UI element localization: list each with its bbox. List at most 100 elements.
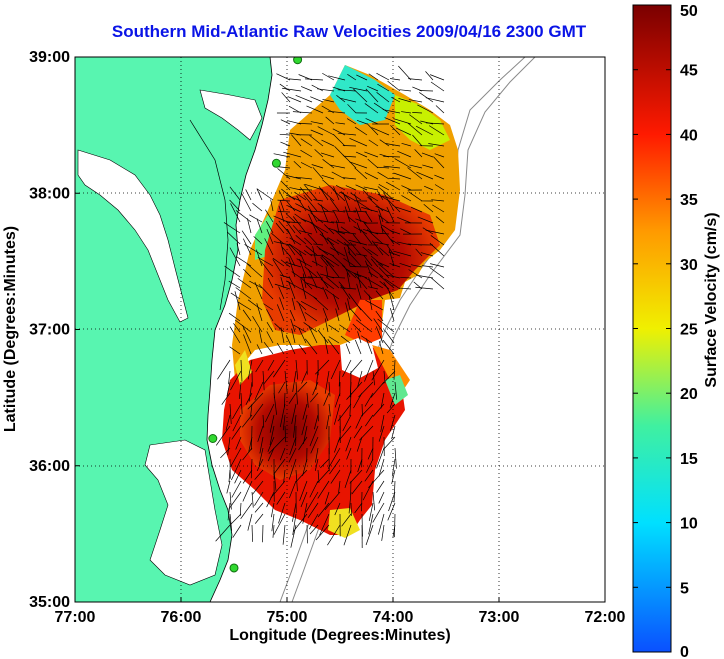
y-tick-label: 38:00 xyxy=(29,185,70,202)
velocity-arrow xyxy=(343,241,357,257)
velocity-arrow xyxy=(368,294,373,311)
velocity-arrow xyxy=(338,480,341,493)
velocity-arrow xyxy=(337,425,352,442)
velocity-arrow xyxy=(399,89,412,92)
velocity-arrow xyxy=(227,502,231,521)
velocity-arrow xyxy=(400,277,412,279)
longitude-tick-labels: 77:00 76:00 75:00 74:00 73:00 72:00 xyxy=(55,597,626,626)
velocity-arrow xyxy=(278,220,291,235)
velocity-arrow xyxy=(378,215,390,224)
velocity-arrow xyxy=(388,491,396,512)
velocity-arrow xyxy=(322,308,329,322)
velocity-arrow xyxy=(317,329,329,344)
colorbar-tick-label: 40 xyxy=(680,127,698,144)
velocity-arrow xyxy=(401,111,412,114)
velocity-arrow xyxy=(368,139,379,147)
velocity-arrow xyxy=(266,331,274,344)
velocity-arrow xyxy=(320,458,330,469)
velocity-arrow xyxy=(430,277,445,290)
velocity-arrow xyxy=(300,301,318,311)
velocity-arrow xyxy=(345,302,351,322)
velocity-arrow xyxy=(245,189,252,201)
velocity-arrow xyxy=(384,329,395,344)
velocity-arrow xyxy=(324,336,329,355)
velocity-arrow xyxy=(334,502,341,516)
velocity-arrow xyxy=(241,192,252,212)
velocity-arrow xyxy=(240,392,243,415)
velocity-arrow xyxy=(332,294,340,311)
velocity-arrow xyxy=(288,243,307,256)
velocity-arrow xyxy=(330,359,341,380)
velocity-arrow xyxy=(355,414,363,429)
y-tick-label: 35:00 xyxy=(29,594,70,611)
velocity-arrow xyxy=(277,211,291,213)
velocity-arrow xyxy=(309,425,319,447)
velocity-arrow xyxy=(251,491,254,508)
velocity-arrow xyxy=(274,283,291,290)
velocity-arrow xyxy=(299,187,313,202)
velocity-arrow xyxy=(320,204,329,223)
velocity-arrow xyxy=(333,210,340,223)
velocity-arrow xyxy=(281,246,291,257)
velocity-arrow xyxy=(265,209,274,223)
velocity-arrow xyxy=(273,513,286,535)
velocity-arrow xyxy=(254,502,264,513)
velocity-arrow xyxy=(313,243,324,246)
velocity-arrow xyxy=(408,269,423,279)
velocity-field xyxy=(222,65,460,538)
velocity-arrow xyxy=(389,392,396,408)
colorbar-title: Surface Velocity (cm/s) xyxy=(703,212,720,387)
velocity-arrow xyxy=(263,341,274,355)
velocity-arrow xyxy=(383,192,395,212)
velocity-arrow xyxy=(247,513,253,531)
velocity-arrow xyxy=(273,153,291,158)
velocity-arrow xyxy=(270,199,274,212)
velocity-arrow xyxy=(365,260,373,278)
velocity-arrow xyxy=(327,338,340,355)
velocity-arrow xyxy=(433,156,445,169)
velocity-arrow xyxy=(367,158,379,169)
velocity-arrow xyxy=(348,491,352,514)
velocity-arrow xyxy=(285,194,302,202)
velocity-arrow xyxy=(295,235,307,245)
velocity-arrow xyxy=(349,266,368,268)
velocity-arrow xyxy=(269,414,275,433)
velocity-arrow xyxy=(334,436,341,453)
velocity-arrow xyxy=(288,392,297,404)
velocity-arrow xyxy=(262,414,265,428)
velocity-arrow xyxy=(335,122,346,125)
x-tick-label: 74:00 xyxy=(373,609,414,626)
velocity-arrow xyxy=(375,310,384,322)
velocity-arrow xyxy=(363,186,379,191)
velocity-arrow xyxy=(227,436,231,456)
velocity-arrow xyxy=(362,189,373,201)
velocity-arrow xyxy=(243,334,252,355)
velocity-arrow xyxy=(292,216,307,234)
velocity-arrow xyxy=(286,221,302,224)
velocity-arrow xyxy=(242,325,252,344)
velocity-arrow xyxy=(326,414,330,430)
velocity-arrow xyxy=(327,110,346,114)
velocity-arrow xyxy=(365,118,379,125)
velocity-arrow xyxy=(410,264,423,268)
velocity-arrow xyxy=(313,296,329,311)
velocity-arrow xyxy=(377,513,385,535)
velocity-arrow xyxy=(279,297,285,311)
velocity-arrow xyxy=(279,199,285,212)
velocity-arrow xyxy=(340,335,351,344)
velocity-arrow xyxy=(345,185,357,191)
velocity-arrow xyxy=(292,225,302,235)
velocity-arrow xyxy=(382,109,401,114)
velocity-arrow xyxy=(241,230,252,245)
velocity-arrow xyxy=(317,480,330,499)
velocity-arrow xyxy=(270,480,286,499)
velocity-arrow xyxy=(381,195,401,202)
velocity-arrow xyxy=(282,87,302,92)
velocity-arrow xyxy=(302,273,307,289)
velocity-arrow xyxy=(289,255,296,267)
velocity-arrow xyxy=(267,436,275,452)
velocity-arrow xyxy=(334,392,341,408)
velocity-arrow xyxy=(435,216,445,224)
velocity-arrow xyxy=(264,238,274,256)
velocity-arrow xyxy=(236,256,252,267)
